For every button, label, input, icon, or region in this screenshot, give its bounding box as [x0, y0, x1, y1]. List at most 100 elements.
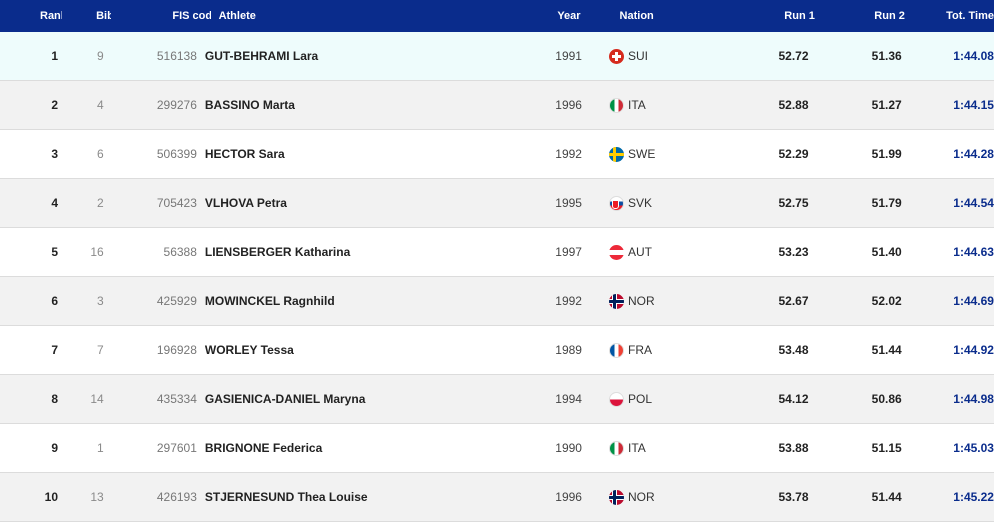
nation-cell: FRA: [582, 342, 689, 358]
nation-code: ITA: [627, 441, 646, 455]
table-row[interactable]: 3 6 506399 HECTOR Sara 1992 SWE 52.29 51.99 1:44…: [0, 130, 994, 179]
run1-time: 53.88: [778, 441, 809, 455]
run1-time: 53.48: [778, 343, 809, 357]
run2-time: 51.27: [871, 98, 902, 112]
run1-time: 52.72: [778, 49, 809, 63]
run2-time: 51.36: [871, 49, 902, 63]
bib-cell: 4: [97, 98, 104, 112]
run1-time: 54.12: [778, 392, 809, 406]
birth-year-cell: 1989: [555, 343, 582, 357]
flag-austria-icon: [608, 244, 624, 260]
rank-cell: 1: [51, 49, 59, 63]
fis-code-cell: 516138: [156, 49, 197, 63]
athlete-name[interactable]: LIENSBERGER Katharina: [204, 245, 351, 259]
birth-year-cell: 1992: [555, 294, 582, 308]
nation-code: NOR: [627, 490, 655, 504]
rank-cell: 5: [51, 245, 59, 259]
bib-cell: 6: [97, 147, 104, 161]
rank-cell: 2: [51, 98, 59, 112]
table-row[interactable]: 4 2 705423 VLHOVA Petra 1995 SVK 52.75 51.79 1:4…: [0, 179, 994, 228]
total-time: 1:44.69: [953, 294, 994, 308]
athlete-name[interactable]: WORLEY Tessa: [204, 343, 294, 357]
nation-cell: NOR: [582, 293, 689, 309]
fis-code-cell: 426193: [156, 490, 197, 504]
header-year[interactable]: Year: [557, 10, 581, 22]
athlete-name[interactable]: BASSINO Marta: [204, 98, 295, 112]
athlete-name[interactable]: VLHOVA Petra: [204, 196, 287, 210]
total-time: 1:44.92: [953, 343, 994, 357]
athlete-name[interactable]: HECTOR Sara: [204, 147, 285, 161]
total-time: 1:44.63: [953, 245, 994, 259]
run1-time: 52.67: [778, 294, 809, 308]
birth-year-cell: 1997: [555, 245, 582, 259]
run1-time: 52.88: [778, 98, 809, 112]
table-row[interactable]: 9 1 297601 BRIGNONE Federica 1990 ITA 53.88 51.…: [0, 424, 994, 473]
birth-year-cell: 1992: [555, 147, 582, 161]
rank-cell: 3: [51, 147, 59, 161]
fis-code-cell: 506399: [156, 147, 197, 161]
table-row[interactable]: 8 14 435334 GASIENICA-DANIEL Maryna 1994 POL 5…: [0, 375, 994, 424]
nation-cell: POL: [582, 391, 689, 407]
athlete-name[interactable]: BRIGNONE Federica: [204, 441, 323, 455]
table-row[interactable]: 5 16 56388 LIENSBERGER Katharina 1997 AUT 53.2…: [0, 228, 994, 277]
nation-cell: SUI: [582, 48, 689, 64]
flag-norway-icon: [608, 293, 624, 309]
header-fis-code[interactable]: FIS code: [172, 10, 211, 22]
header-bib[interactable]: Bib: [96, 10, 112, 22]
bib-cell: 13: [90, 490, 104, 504]
run1-time: 52.29: [778, 147, 809, 161]
run1-time: 53.78: [778, 490, 809, 504]
table-body: 1 9 516138 GUT-BEHRAMI Lara 1991 SUI 52.72 51.3…: [0, 32, 994, 522]
total-time: 1:44.54: [953, 196, 994, 210]
fis-code-cell: 435334: [156, 392, 197, 406]
total-time: 1:44.15: [953, 98, 994, 112]
bib-cell: 14: [90, 392, 104, 406]
header-run1[interactable]: Run 1: [784, 10, 815, 22]
header-total-time[interactable]: Tot. Time: [946, 10, 994, 22]
table-row[interactable]: 1 9 516138 GUT-BEHRAMI Lara 1991 SUI 52.72 51.3…: [0, 32, 994, 81]
fis-code-cell: 425929: [156, 294, 197, 308]
fis-code-cell: 299276: [156, 98, 197, 112]
athlete-name[interactable]: GUT-BEHRAMI Lara: [204, 49, 319, 63]
table-row[interactable]: 6 3 425929 MOWINCKEL Ragnhild 1992 NOR 52.67 52…: [0, 277, 994, 326]
rank-cell: 8: [51, 392, 59, 406]
bib-cell: 16: [90, 245, 104, 259]
table-row[interactable]: 10 13 426193 STJERNESUND Thea Louise 1996 NOR…: [0, 473, 994, 522]
run2-time: 52.02: [871, 294, 902, 308]
nation-cell: SWE: [582, 146, 689, 162]
bib-cell: 7: [97, 343, 104, 357]
run1-time: 52.75: [778, 196, 809, 210]
fis-code-cell: 705423: [156, 196, 197, 210]
run2-time: 51.79: [871, 196, 902, 210]
nation-cell: ITA: [582, 440, 689, 456]
bib-cell: 9: [97, 49, 104, 63]
run2-time: 51.44: [871, 343, 902, 357]
athlete-name[interactable]: MOWINCKEL Ragnhild: [204, 294, 335, 308]
bib-cell: 1: [97, 441, 104, 455]
rank-cell: 9: [51, 441, 59, 455]
run2-time: 50.86: [871, 392, 902, 406]
rank-cell: 4: [51, 196, 59, 210]
run2-time: 51.99: [871, 147, 902, 161]
bib-cell: 2: [97, 196, 104, 210]
nation-cell: ITA: [582, 97, 689, 113]
flag-switzerland-icon: [608, 48, 624, 64]
nation-code: SUI: [627, 49, 648, 63]
table-row[interactable]: 2 4 299276 BASSINO Marta 1996 ITA 52.88 51.27 1:…: [0, 81, 994, 130]
run1-time: 53.23: [778, 245, 809, 259]
header-rank[interactable]: Rank: [40, 10, 62, 22]
fis-code-cell: 297601: [156, 441, 197, 455]
header-nation[interactable]: Nation: [619, 10, 654, 22]
nation-cell: AUT: [582, 244, 689, 260]
flag-sweden-icon: [608, 146, 624, 162]
athlete-name[interactable]: GASIENICA-DANIEL Maryna: [204, 392, 366, 406]
flag-italy-icon: [608, 440, 624, 456]
header-run2[interactable]: Run 2: [874, 10, 905, 22]
table-row[interactable]: 7 7 196928 WORLEY Tessa 1989 FRA 53.48 51.44 1:4…: [0, 326, 994, 375]
total-time: 1:45.22: [953, 490, 994, 504]
nation-code: POL: [627, 392, 652, 406]
header-athlete[interactable]: Athlete: [218, 10, 256, 22]
athlete-name[interactable]: STJERNESUND Thea Louise: [204, 490, 368, 504]
run2-time: 51.44: [871, 490, 902, 504]
